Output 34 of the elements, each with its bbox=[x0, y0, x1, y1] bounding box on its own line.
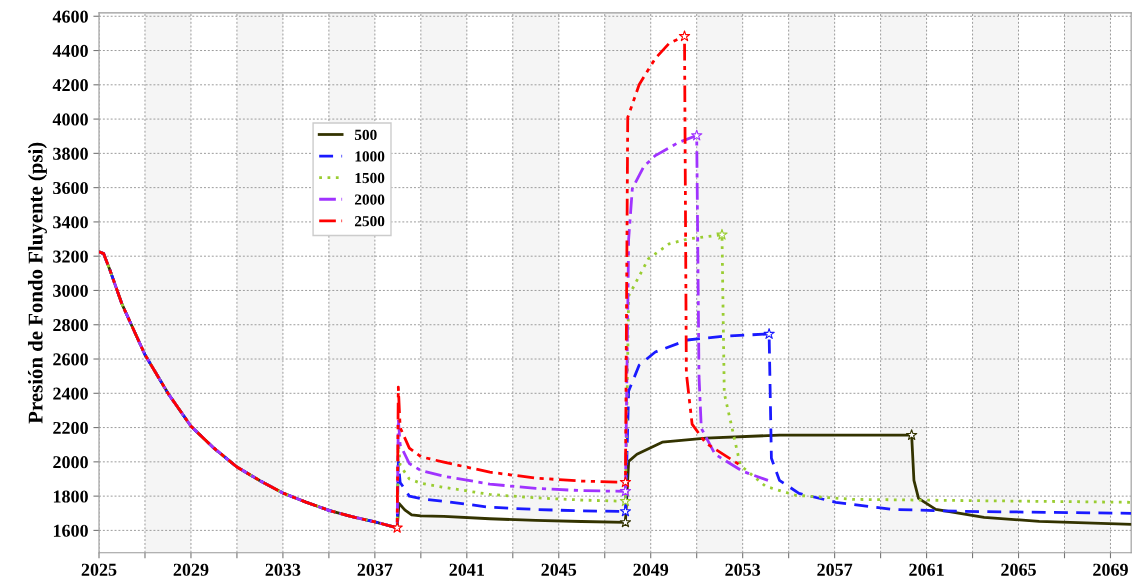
x-tick-label: 2061 bbox=[909, 563, 944, 576]
y-tick-label: 1800 bbox=[53, 490, 88, 503]
y-tick-label: 4200 bbox=[52, 79, 88, 92]
x-tick-label: 2049 bbox=[633, 563, 669, 576]
y-tick-label: 4400 bbox=[52, 44, 88, 57]
y-tick-label: 3400 bbox=[53, 216, 88, 229]
legend-label: 500 bbox=[354, 129, 377, 140]
x-tick-label: 2025 bbox=[81, 563, 117, 576]
y-tick-label: 2400 bbox=[53, 387, 88, 400]
y-tick-label: 2000 bbox=[53, 456, 88, 469]
x-tick-label: 2033 bbox=[265, 563, 301, 576]
x-tick-label: 2029 bbox=[173, 563, 209, 576]
legend-label: 1000 bbox=[355, 151, 385, 162]
legend-label: 2500 bbox=[354, 216, 385, 227]
y-tick-label: 2200 bbox=[53, 421, 88, 435]
x-tick-label: 2065 bbox=[1001, 563, 1036, 576]
x-tick-label: 2037 bbox=[357, 563, 393, 576]
x-tick-label: 2069 bbox=[1093, 563, 1128, 576]
x-tick-label: 2041 bbox=[449, 563, 484, 576]
x-tick-label: 2053 bbox=[725, 563, 761, 576]
y-tick-label: 3000 bbox=[53, 284, 88, 297]
y-axis-title: Presión de Fondo Fluyente (psi) bbox=[27, 142, 47, 424]
x-tick-label: 2057 bbox=[817, 563, 853, 576]
y-tick-label: 4600 bbox=[52, 10, 88, 23]
y-tick-label: 2600 bbox=[53, 353, 88, 366]
legend-label: 1500 bbox=[355, 172, 385, 184]
y-tick-label: 3600 bbox=[53, 181, 88, 195]
y-tick-label: 3800 bbox=[53, 147, 88, 160]
legend-label: 2000 bbox=[354, 194, 385, 205]
x-tick-label: 2045 bbox=[541, 563, 577, 576]
y-tick-label: 3200 bbox=[53, 250, 88, 263]
y-tick-label: 1600 bbox=[53, 524, 88, 537]
y-tick-label: 2800 bbox=[53, 319, 88, 332]
y-tick-label: 4000 bbox=[52, 113, 88, 126]
